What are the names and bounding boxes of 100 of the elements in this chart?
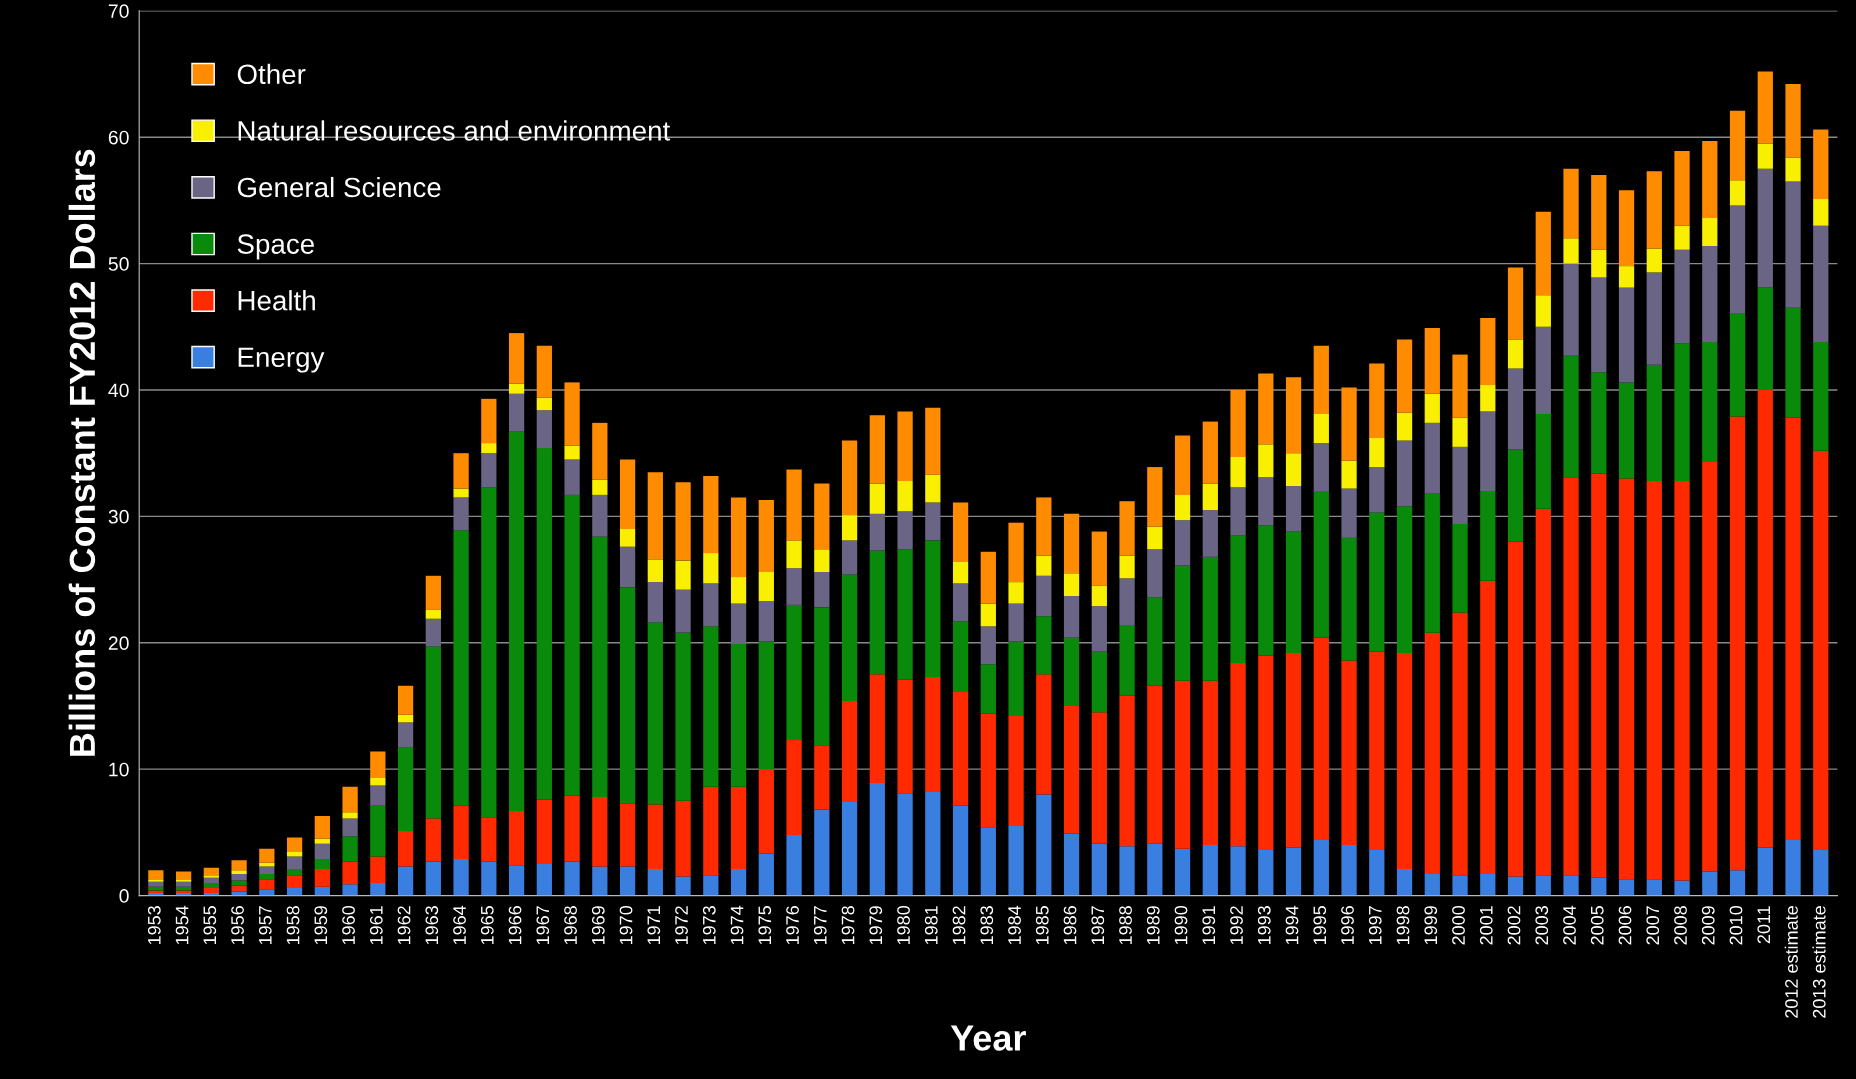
bar — [231, 860, 247, 871]
x-tick-label: 1996 — [1341, 906, 1354, 945]
bar — [1119, 625, 1135, 696]
bar — [203, 882, 219, 888]
x-tick-label: 1957 — [258, 906, 272, 945]
bar — [536, 397, 552, 411]
bar — [508, 393, 525, 432]
bar — [1591, 277, 1607, 373]
bar — [703, 553, 719, 584]
bar — [1729, 416, 1746, 871]
bar — [1785, 181, 1801, 308]
bar — [758, 641, 774, 770]
bar — [1507, 339, 1524, 369]
bar — [1008, 716, 1024, 827]
bar — [1313, 414, 1329, 444]
bar — [259, 874, 275, 880]
bar — [1119, 695, 1135, 847]
bar — [1008, 522, 1024, 583]
bar — [1230, 389, 1246, 457]
bar — [1591, 877, 1607, 896]
bar — [703, 475, 719, 554]
bar — [1729, 312, 1746, 417]
bar — [1313, 443, 1329, 492]
bar — [1285, 652, 1302, 848]
bar — [925, 540, 941, 677]
bar — [869, 483, 885, 514]
bar — [1591, 372, 1607, 474]
bar — [1480, 874, 1496, 896]
bar — [1369, 363, 1385, 439]
x-tick-label: 2005 — [1590, 906, 1604, 945]
bar — [730, 577, 747, 604]
bar — [1424, 393, 1440, 423]
bar — [1063, 833, 1080, 896]
bar — [1119, 501, 1135, 556]
bar — [564, 459, 580, 495]
bar — [342, 861, 358, 885]
bar — [425, 818, 441, 862]
bar — [1174, 520, 1191, 566]
bar — [1063, 637, 1080, 706]
bar — [286, 856, 303, 870]
bar — [370, 751, 386, 779]
bar — [425, 646, 441, 819]
bar — [564, 382, 580, 446]
x-tick-label: 1986 — [1063, 906, 1077, 945]
bar — [647, 472, 663, 560]
bar — [1507, 267, 1524, 340]
bar — [175, 871, 192, 880]
bar — [1202, 845, 1218, 896]
bar — [869, 783, 885, 896]
bar — [1785, 417, 1801, 840]
bar — [286, 875, 303, 888]
bar — [453, 453, 469, 489]
bar — [869, 674, 885, 784]
bar — [897, 793, 913, 896]
x-tick-label: 2010 — [1729, 905, 1743, 945]
x-tick-label: 2001 — [1479, 906, 1493, 945]
bar — [481, 453, 497, 488]
bar — [1091, 531, 1107, 586]
bar — [1341, 488, 1357, 538]
bar — [1202, 680, 1218, 846]
bar — [1535, 508, 1551, 876]
bar — [897, 511, 913, 550]
bar — [592, 536, 608, 797]
bar — [1230, 487, 1246, 536]
bar — [786, 740, 802, 835]
bar — [647, 582, 663, 623]
x-tick-label: 2004 — [1563, 905, 1576, 945]
bar — [370, 805, 386, 857]
bar — [1480, 411, 1496, 492]
bar — [1341, 845, 1357, 896]
bar — [1563, 238, 1579, 264]
bar — [841, 540, 858, 575]
x-tick-label: 1975 — [758, 906, 772, 945]
bar — [814, 745, 830, 810]
bar — [1036, 674, 1052, 795]
bar — [758, 853, 774, 896]
bar — [1785, 84, 1801, 158]
bar — [1285, 847, 1302, 896]
bar — [1036, 575, 1052, 617]
bar — [1258, 850, 1274, 896]
bar — [814, 483, 830, 550]
bar — [758, 769, 774, 854]
bar — [1008, 603, 1024, 642]
bar — [1757, 389, 1773, 848]
bar — [425, 861, 441, 896]
bar — [1785, 839, 1801, 896]
bar — [758, 499, 774, 572]
bar — [1147, 467, 1163, 527]
bar — [730, 497, 747, 578]
bar — [175, 881, 192, 887]
x-tick-label: 2007 — [1646, 906, 1660, 945]
bar — [203, 875, 219, 878]
bar — [786, 834, 802, 896]
bar — [758, 571, 774, 602]
bar — [536, 345, 552, 398]
bar — [1480, 491, 1496, 581]
bar — [1702, 245, 1718, 342]
legend-label: General Science — [237, 176, 441, 198]
bar — [1424, 328, 1440, 394]
x-tick-label: 1966 — [508, 906, 522, 945]
